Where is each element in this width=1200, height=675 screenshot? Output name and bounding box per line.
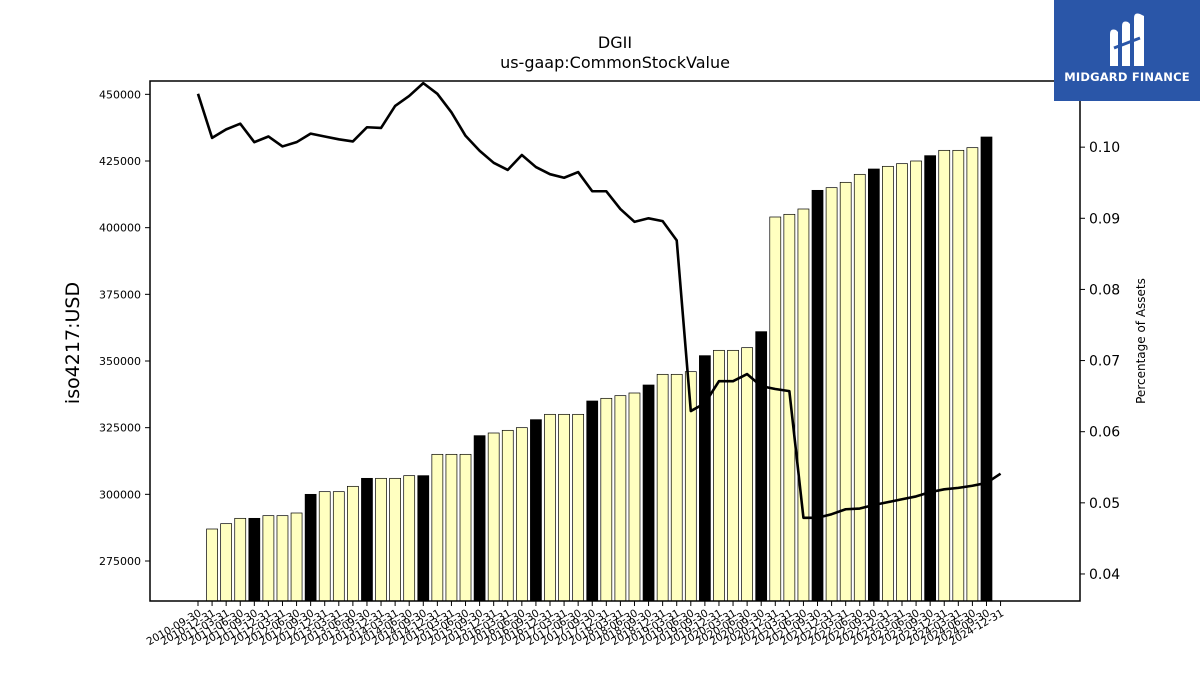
bar-2014-06-30	[403, 475, 416, 602]
bar-2021-12-31	[825, 187, 838, 602]
x-axis: 2010-09-302010-12-312011-03-312011-06-30…	[145, 601, 1006, 648]
bar-2013-06-30	[347, 485, 359, 602]
bar-2022-09-30	[867, 168, 880, 602]
bar-2020-06-30	[741, 347, 753, 602]
bar-2013-03-31	[332, 491, 345, 602]
bar-2014-12-31	[431, 453, 444, 602]
bar-2016-06-30	[515, 427, 528, 602]
y2-tick-label: 0.08	[1089, 282, 1120, 298]
bar-2017-09-30	[586, 400, 599, 602]
bar-2018-06-30	[628, 392, 641, 602]
bar-2023-12-31	[938, 149, 951, 602]
y-tick-label: 275000	[99, 555, 141, 568]
plot-frame	[149, 80, 1081, 602]
bar-2024-09-30	[980, 136, 993, 602]
bar-2010-12-31	[206, 528, 218, 602]
brand-logo: MIDGARD FINANCE	[1054, 0, 1200, 101]
y2-tick-label: 0.05	[1089, 496, 1120, 512]
y-tick-label: 450000	[99, 88, 141, 101]
chart-title: DGII	[598, 33, 632, 52]
y-tick-label: 375000	[99, 288, 141, 301]
bar-2017-12-31	[600, 397, 613, 602]
bar-2015-06-30	[459, 453, 472, 602]
bar-2018-03-31	[614, 395, 627, 602]
bar-2015-09-30	[473, 435, 486, 602]
logo-text: MIDGARD FINANCE	[1064, 70, 1190, 84]
bar-2012-06-30	[290, 512, 303, 602]
y-tick-label: 350000	[99, 355, 141, 368]
bar-2015-12-31	[487, 432, 500, 602]
bar-2022-03-31	[839, 181, 852, 602]
bar-2011-12-31	[262, 515, 275, 602]
bar-2016-03-31	[501, 429, 514, 602]
bar-2012-03-31	[276, 515, 289, 602]
bar-2024-03-31	[952, 149, 965, 602]
y-tick-label: 425000	[99, 155, 141, 168]
bar-2023-06-30	[910, 160, 922, 602]
bar-2011-06-30	[234, 517, 247, 602]
bar-2016-12-31	[544, 413, 556, 602]
bar-2013-12-31	[375, 477, 387, 602]
bar-2011-03-31	[220, 523, 233, 602]
bar-2023-03-31	[896, 163, 908, 602]
chart-subtitle: us-gaap:CommonStockValue	[500, 53, 730, 72]
y2-axis-label: Percentage of Assets	[1134, 278, 1148, 404]
y2-tick-label: 0.06	[1089, 425, 1120, 441]
bar-2014-03-31	[389, 477, 401, 602]
bar-2013-09-30	[361, 477, 373, 602]
y-axis-label: iso4217:USD	[62, 282, 84, 404]
y-tick-label: 300000	[99, 488, 141, 501]
bar-series	[206, 136, 993, 602]
bar-2024-06-30	[966, 147, 979, 602]
y2-tick-label: 0.10	[1089, 140, 1120, 156]
bar-2021-03-31	[783, 213, 796, 602]
bar-2016-09-30	[530, 419, 542, 602]
bar-2020-12-31	[769, 216, 782, 602]
bar-2018-09-30	[642, 384, 655, 602]
bar-2017-03-31	[558, 413, 570, 602]
bar-2021-09-30	[811, 189, 824, 602]
bar-2022-06-30	[853, 173, 866, 602]
bar-2019-03-31	[670, 373, 683, 602]
y-tick-label: 400000	[99, 222, 141, 235]
bar-2021-06-30	[797, 208, 810, 602]
y-tick-label: 325000	[99, 422, 141, 435]
bar-2014-09-30	[417, 475, 430, 602]
y2-tick-label: 0.04	[1089, 567, 1120, 583]
bar-2022-12-31	[882, 165, 894, 602]
bar-2012-12-31	[318, 491, 331, 602]
bar-2018-12-31	[656, 373, 669, 602]
bar-2012-09-30	[304, 493, 317, 602]
bar-2017-06-30	[572, 413, 585, 602]
bar-2020-09-30	[755, 331, 768, 602]
midgard-logo-icon	[1110, 13, 1144, 66]
bar-2019-09-30	[699, 355, 711, 602]
bar-2015-03-31	[445, 453, 458, 602]
y-axis-left: 275000 300000 325000 350000 375000 400000 4250…	[99, 88, 150, 568]
bar-2020-03-31	[727, 349, 739, 602]
y-axis-right: 0.04 0.05 0.06 0.07 0.08 0.09 0.10	[1080, 140, 1120, 583]
y2-tick-label: 0.07	[1089, 354, 1120, 370]
bar-2023-09-30	[924, 155, 937, 602]
bar-2011-09-30	[248, 517, 261, 602]
y2-tick-label: 0.09	[1089, 211, 1120, 227]
percentage-line	[196, 81, 1002, 520]
